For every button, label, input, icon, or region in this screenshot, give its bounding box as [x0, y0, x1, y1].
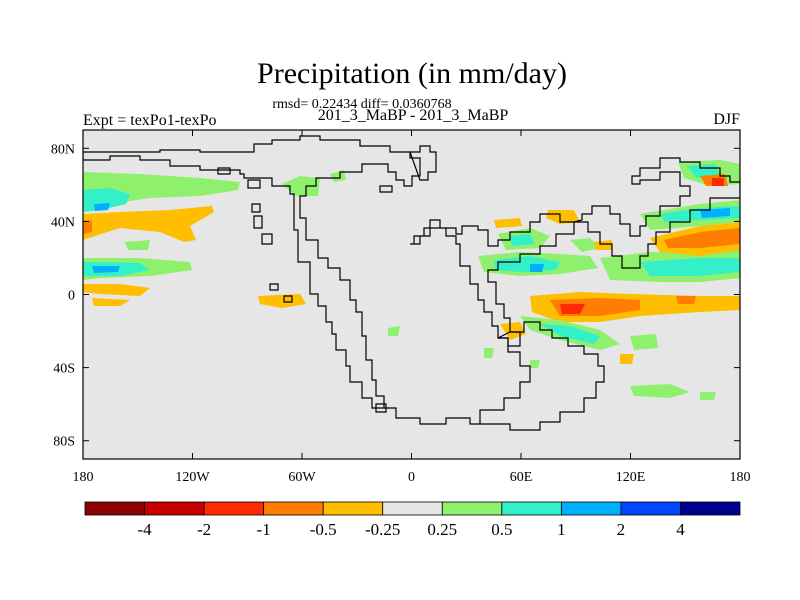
- longitude-axis: 180 120W 60W 0 60E 120E 180: [73, 130, 751, 485]
- colorbar-label: 4: [676, 520, 685, 539]
- coastline-island-4: [261, 233, 273, 245]
- field-cyan-sahel: [494, 256, 560, 272]
- field-cyan-africa-n: [510, 234, 534, 246]
- field-cyan-indian-s: [540, 324, 600, 344]
- coastline-island-9: [217, 167, 231, 175]
- colorbar-label: -1: [257, 520, 271, 539]
- field-green-south-1: [484, 348, 494, 358]
- coastline-island-1: [247, 179, 261, 189]
- field-red-kamchatka: [712, 178, 724, 186]
- field-yellow-subtrop: [83, 284, 150, 296]
- colorbar-swatch: [560, 501, 622, 516]
- lon-tick-label: 60W: [288, 470, 316, 485]
- colorbar-label: 1: [557, 520, 566, 539]
- lat-tick-label: 0: [68, 289, 75, 304]
- coastline-north-america: [83, 135, 421, 409]
- colorbar-swatch: [441, 501, 503, 516]
- field-blue-north-pacific: [94, 203, 110, 211]
- colorbar-swatch: [263, 501, 324, 516]
- field-cyan-east-asia: [640, 258, 740, 276]
- field-yellow-eqpac: [92, 298, 130, 306]
- colorbar-label: 0.5: [491, 520, 512, 539]
- coastline-island-7: [269, 283, 279, 291]
- field-blue-sahel: [530, 264, 544, 272]
- colorbar-swatch: [322, 501, 384, 516]
- field-orange-nw-pac: [664, 228, 740, 248]
- field-yellow-sw-pac: [620, 354, 634, 364]
- field-green-south-2: [530, 360, 540, 368]
- colorbar-swatch: [144, 501, 205, 516]
- colorbar-label: -4: [137, 520, 152, 539]
- field-green-n-atlantic: [282, 176, 320, 196]
- case-line: 201_3_MaBP - 201_3_MaBP: [318, 107, 509, 124]
- precip-anomaly-fields: [83, 160, 740, 400]
- lon-tick-label: 60E: [510, 470, 533, 485]
- colorbar-label: -0.25: [365, 520, 400, 539]
- lon-tick-label: 120E: [616, 470, 646, 485]
- figure-title: Precipitation (in mm/day): [257, 57, 567, 90]
- field-orange-north-pacific: [83, 220, 92, 234]
- field-yellow-mideast: [594, 240, 612, 250]
- field-yellow-central-america: [258, 294, 306, 308]
- field-yellow-africa-n: [494, 218, 522, 228]
- lon-tick-label: 180: [730, 470, 751, 485]
- field-orange-maritime-2: [676, 296, 696, 304]
- colorbar-swatch: [382, 501, 443, 516]
- season-label: DJF: [713, 111, 740, 128]
- field-green-south-ocean-2: [700, 392, 716, 400]
- lat-tick-label: 80S: [53, 435, 75, 450]
- coastline-eurasia-africa: [410, 213, 575, 347]
- field-green-n-atlantic-2: [330, 170, 346, 182]
- colorbar-swatch: [620, 501, 681, 516]
- coastline-island-3: [253, 215, 263, 229]
- colorbar-label: 2: [617, 520, 626, 539]
- lon-tick-label: 120W: [175, 470, 210, 485]
- coastlines: [83, 135, 740, 431]
- colorbar: -4 -2 -1 -0.5 -0.25 0.25 0.5 1 2 4: [84, 501, 741, 539]
- colorbar-label: -2: [197, 520, 211, 539]
- lat-tick-label: 80N: [51, 142, 75, 157]
- coastline-greenland: [409, 145, 437, 181]
- coastline-island-5: [379, 185, 393, 193]
- lat-tick-label: 40S: [53, 362, 75, 377]
- coastline-island-8: [375, 403, 387, 413]
- field-green-small-1: [125, 240, 150, 250]
- colorbar-swatch: [203, 501, 265, 516]
- field-green-south-ocean: [630, 384, 690, 398]
- coastline-asia: [573, 157, 740, 269]
- coastline-antarctic-fringe: [384, 407, 480, 425]
- field-green-mideast: [570, 238, 600, 252]
- colorbar-swatch: [501, 501, 562, 516]
- lat-tick-label: 40N: [51, 215, 75, 230]
- field-green-s-atlantic: [388, 326, 400, 336]
- coastline-island-2: [251, 203, 261, 213]
- lon-tick-label: 0: [408, 470, 415, 485]
- colorbar-swatch: [680, 501, 741, 516]
- field-blue-subtrop: [92, 266, 120, 273]
- field-green-sw-pac: [630, 334, 658, 350]
- field-red-maritime: [560, 304, 585, 314]
- coastline-island-6: [283, 295, 293, 303]
- coastline-maritime-australia: [479, 321, 605, 431]
- stats-line: rmsd= 0.22434 diff= 0.0360768: [272, 97, 451, 112]
- colorbar-label: 0.25: [427, 520, 457, 539]
- colorbar-label: -0.5: [310, 520, 337, 539]
- latitude-axis: 80N 40N 0 40S 80S: [51, 142, 740, 450]
- colorbar-swatch: [84, 501, 145, 516]
- lon-tick-label: 180: [73, 470, 94, 485]
- field-yellow-north-pacific: [83, 206, 214, 242]
- expt-label: Expt = texPo1-texPo: [83, 112, 216, 129]
